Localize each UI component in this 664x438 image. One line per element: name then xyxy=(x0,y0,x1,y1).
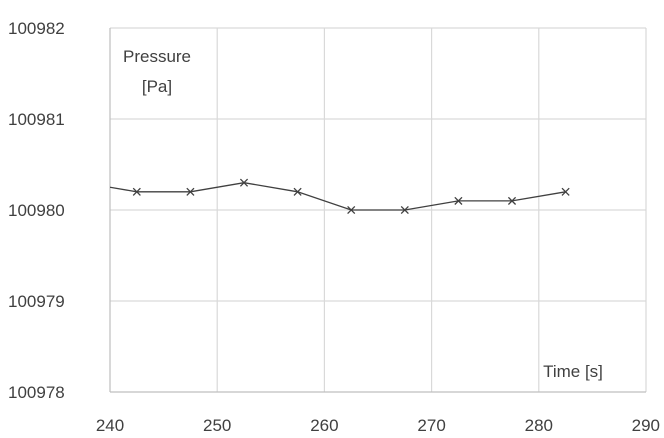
x-tick-label: 290 xyxy=(632,416,660,435)
data-point-marker xyxy=(80,179,87,186)
data-point-marker xyxy=(400,205,409,215)
axes xyxy=(109,28,646,393)
x-tick-labels: 240 250 260 270 280 290 xyxy=(96,416,660,435)
x-tick-label: 240 xyxy=(96,416,124,435)
data-point-marker xyxy=(132,187,141,196)
data-point-marker xyxy=(561,187,570,196)
data-point-marker xyxy=(347,205,356,215)
series-line xyxy=(110,182,566,211)
x-tick-label: 280 xyxy=(525,416,553,435)
data-point-marker xyxy=(239,178,249,187)
data-point-marker xyxy=(186,187,195,196)
data-point-marker xyxy=(454,196,463,205)
data-point-marker xyxy=(507,196,517,205)
y-tick-labels: 100978 100979 100980 100981 100982 xyxy=(8,19,65,402)
y-axis-title-line2: [Pa] xyxy=(142,77,172,96)
x-axis-title: Time [s] xyxy=(543,362,603,381)
y-axis-title-line1: Pressure xyxy=(123,47,191,66)
data-point-marker xyxy=(293,187,302,196)
y-tick-label: 100980 xyxy=(8,201,65,220)
y-tick-label: 100979 xyxy=(8,292,65,311)
grid xyxy=(110,27,647,392)
series-markers xyxy=(80,178,570,215)
y-tick-label: 100982 xyxy=(8,19,65,38)
x-tick-label: 250 xyxy=(203,416,231,435)
x-tick-label: 270 xyxy=(417,416,445,435)
x-tick-label: 260 xyxy=(310,416,338,435)
y-tick-label: 100978 xyxy=(8,383,65,402)
series-pressure xyxy=(110,182,566,211)
y-tick-label: 100981 xyxy=(8,110,65,129)
